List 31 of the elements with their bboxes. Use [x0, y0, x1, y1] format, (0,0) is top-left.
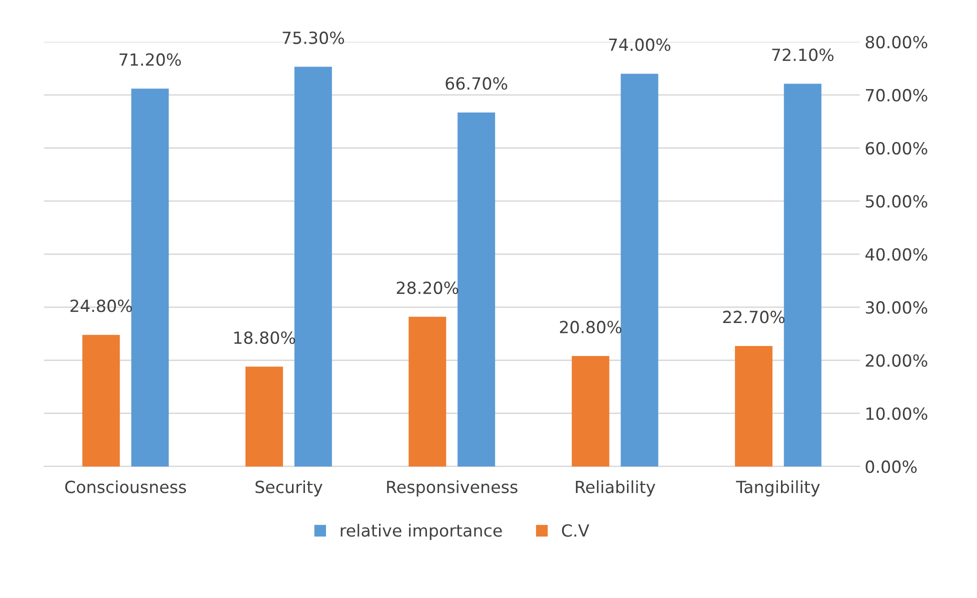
data-label: 66.70% — [446, 77, 508, 90]
bar — [620, 74, 658, 466]
bar — [131, 88, 169, 466]
data-label: 74.00% — [609, 38, 670, 52]
bar — [408, 316, 446, 466]
bar — [458, 112, 496, 466]
x-tick-label: Security — [256, 480, 322, 496]
bar — [734, 346, 772, 466]
y-tick-label: 80.00% — [866, 36, 928, 48]
bar — [82, 334, 120, 466]
y-tick-label: 10.00% — [866, 407, 928, 420]
y-tick-label: 50.00% — [866, 195, 928, 208]
y-tick-label: 40.00% — [865, 248, 928, 261]
y-tick-label: 70.00% — [866, 88, 928, 102]
x-tick-label: Tangibility — [736, 480, 820, 496]
bar — [572, 356, 610, 466]
y-tick-label: 20.00% — [866, 354, 928, 367]
legend-label: relative importance — [340, 524, 502, 540]
bar — [784, 84, 822, 466]
y-tick-label: 30.00% — [866, 301, 928, 314]
legend-label: C.V — [562, 524, 590, 537]
y-tick-label: 0.00% — [866, 460, 917, 474]
data-label: 71.20% — [120, 53, 181, 66]
bar — [294, 66, 332, 466]
x-tick-label: Consciousness — [65, 480, 186, 494]
bar — [245, 366, 283, 466]
data-label: 72.10% — [772, 48, 834, 62]
x-tick-label: Responsiveness — [387, 480, 518, 496]
y-tick-label: 60.00% — [866, 142, 928, 155]
data-label: 75.30% — [282, 32, 344, 44]
x-tick-label: Reliability — [576, 480, 656, 496]
